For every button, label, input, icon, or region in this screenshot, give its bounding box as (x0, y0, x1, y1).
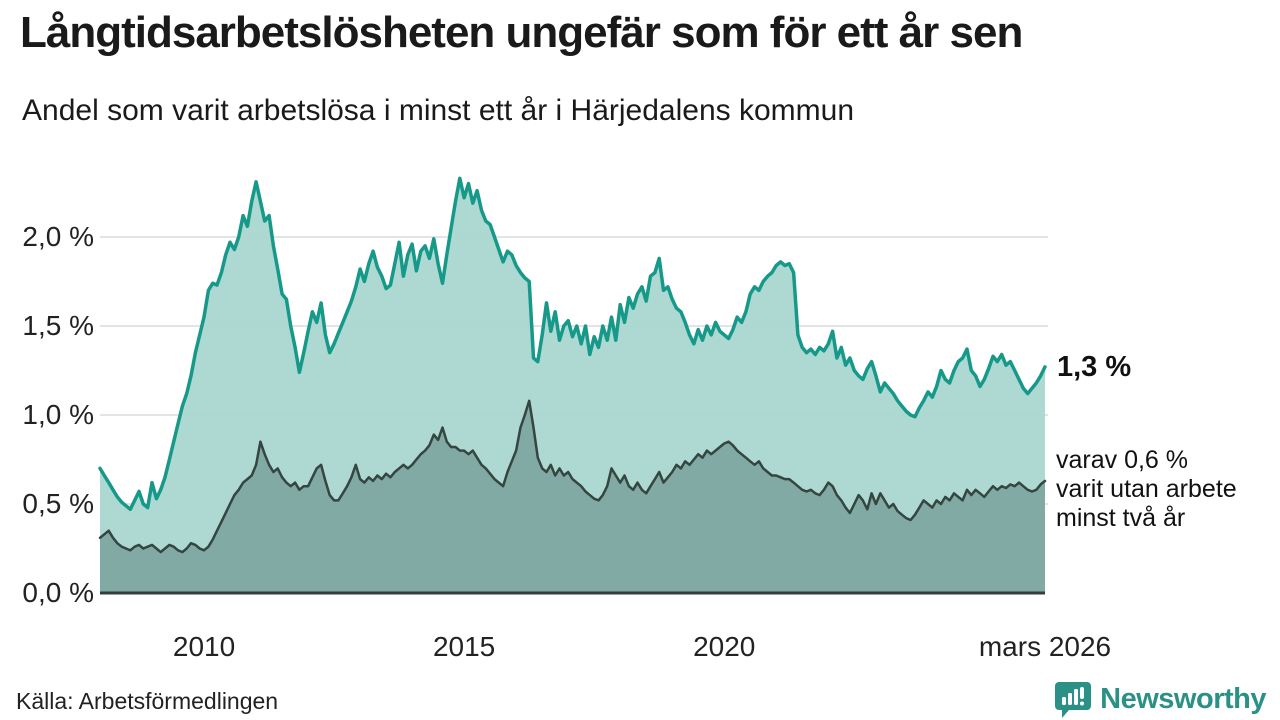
area-two-years (100, 400, 1045, 593)
y-axis-label: 0,0 % (22, 577, 94, 608)
page-title: Långtidsarbetslösheten ungefär som för e… (20, 8, 1023, 57)
newsworthy-icon (1055, 682, 1092, 718)
x-axis-label: 2010 (172, 631, 236, 662)
page-subtitle: Andel som varit arbetslösa i minst ett å… (22, 94, 855, 127)
brand-name: Newsworthy (1100, 682, 1266, 715)
line-total (98, 176, 1047, 512)
annotation-line: varit utan arbete (1056, 475, 1237, 503)
brand-logo: Newsworthy (1054, 680, 1266, 718)
y-axis-label: 1,5 % (22, 310, 94, 341)
annotation-line: minst två år (1056, 504, 1186, 532)
secondary-series-annotation: varav 0,6 % varit utan arbete minst två … (1056, 446, 1237, 533)
x-axis-label: 2015 (432, 631, 496, 662)
x-axis-label: mars 2026 (978, 631, 1112, 662)
line-two-years (98, 399, 1047, 554)
source-note: Källa: Arbetsförmedlingen (16, 688, 279, 714)
x-axis-label: 2020 (693, 631, 756, 662)
y-axis-label: 0,5 % (22, 488, 94, 519)
annotation-line: varav 0,6 % (1056, 446, 1189, 474)
end-value-annotation: 1,3 % (1057, 351, 1132, 383)
y-axis-label: 2,0 % (22, 221, 94, 252)
y-axis-label: 1,0 % (22, 399, 94, 430)
